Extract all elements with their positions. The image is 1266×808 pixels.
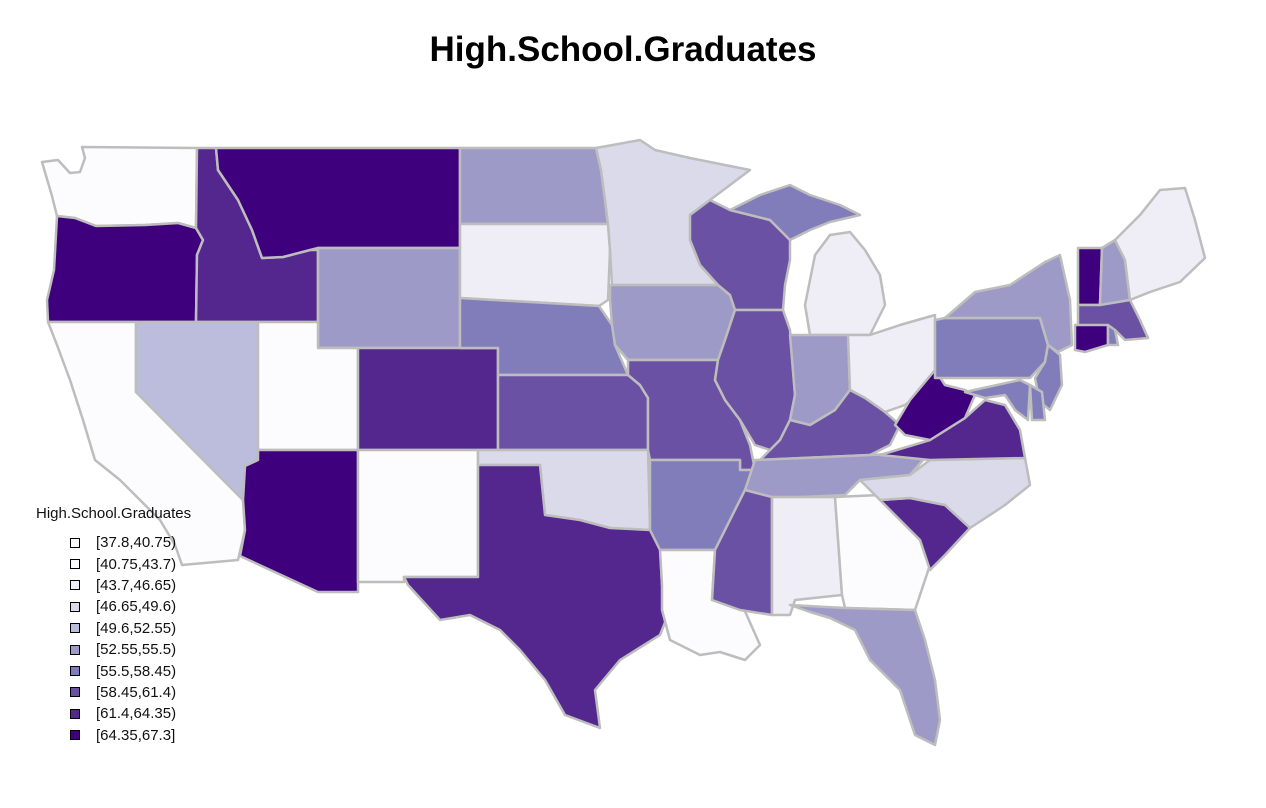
- state-florida[interactable]: [788, 603, 942, 747]
- state-north-dakota[interactable]: [458, 146, 610, 226]
- legend-swatch: [70, 644, 80, 655]
- legend-item: [58.45,61.4): [36, 682, 191, 703]
- state-arizona[interactable]: [238, 448, 360, 594]
- legend-swatch: [70, 730, 80, 741]
- legend-item: [43.7,46.65): [36, 575, 191, 596]
- state-wyoming[interactable]: [316, 246, 462, 350]
- state-iowa[interactable]: [608, 283, 737, 362]
- legend-item: [52.55,55.5): [36, 639, 191, 660]
- legend: High.School.Graduates [37.8,40.75) [40.75…: [36, 505, 191, 746]
- state-vermont[interactable]: [1076, 246, 1104, 307]
- legend-item: [40.75,43.7): [36, 553, 191, 574]
- state-texas[interactable]: [402, 463, 672, 730]
- state-maine[interactable]: [1113, 186, 1207, 302]
- legend-item: [46.65,49.6): [36, 596, 191, 617]
- legend-swatch: [70, 623, 80, 634]
- legend-item: [49.6,52.55): [36, 618, 191, 639]
- legend-label: [49.6,52.55): [96, 619, 177, 637]
- state-colorado[interactable]: [356, 346, 500, 452]
- state-pennsylvania[interactable]: [933, 316, 1050, 380]
- state-oregon[interactable]: [45, 214, 205, 324]
- legend-swatch: [70, 666, 80, 677]
- legend-label: [61.4,64.35): [96, 705, 177, 723]
- legend-item: [37.8,40.75): [36, 532, 191, 553]
- legend-swatch: [70, 601, 80, 612]
- legend-item: [64.35,67.3]: [36, 725, 191, 746]
- legend-label: [46.65,49.6): [96, 598, 177, 616]
- legend-swatch: [70, 687, 80, 698]
- legend-swatch: [70, 559, 80, 570]
- state-new-mexico[interactable]: [356, 448, 480, 584]
- legend-label: [40.75,43.7): [96, 555, 177, 573]
- state-connecticut[interactable]: [1073, 323, 1110, 354]
- legend-rows: [37.8,40.75) [40.75,43.7) [43.7,46.65) [46.…: [36, 532, 191, 746]
- legend-item: [55.5,58.45): [36, 660, 191, 681]
- legend-swatch: [70, 708, 80, 719]
- legend-label: [58.45,61.4): [96, 683, 177, 701]
- legend-label: [64.35,67.3]: [96, 726, 176, 744]
- legend-label: [37.8,40.75): [96, 534, 177, 552]
- state-michigan-upper[interactable]: [728, 183, 862, 242]
- state-south-dakota[interactable]: [458, 222, 612, 308]
- state-alabama[interactable]: [770, 495, 844, 617]
- legend-label: [55.5,58.45): [96, 662, 177, 680]
- state-north-carolina[interactable]: [858, 456, 1032, 530]
- legend-item: [61.4,64.35): [36, 703, 191, 724]
- legend-title: High.School.Graduates: [36, 505, 192, 522]
- legend-label: [52.55,55.5): [96, 641, 177, 659]
- state-maryland[interactable]: [963, 378, 1032, 422]
- state-rhode-island[interactable]: [1106, 323, 1120, 347]
- state-delaware[interactable]: [1028, 383, 1047, 422]
- legend-swatch: [70, 580, 80, 591]
- state-kansas[interactable]: [496, 373, 650, 452]
- map-title: High.School.Graduates: [429, 30, 817, 69]
- state-michigan[interactable]: [803, 230, 887, 337]
- legend-swatch: [70, 537, 80, 548]
- state-new-york[interactable]: [943, 253, 1074, 354]
- legend-label: [43.7,46.65): [96, 576, 177, 594]
